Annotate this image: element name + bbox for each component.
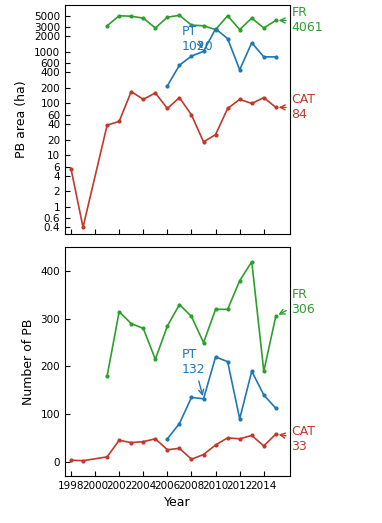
Y-axis label: PB area (ha): PB area (ha) (15, 81, 28, 158)
X-axis label: Year: Year (164, 496, 191, 509)
Text: FR
4061: FR 4061 (280, 6, 323, 35)
Text: PT
132: PT 132 (182, 348, 206, 395)
Y-axis label: Number of PB: Number of PB (22, 319, 35, 405)
Text: PT
1020: PT 1020 (182, 25, 214, 53)
Text: FR
306: FR 306 (280, 288, 315, 316)
Text: CAT
84: CAT 84 (280, 94, 316, 121)
Text: CAT
33: CAT 33 (280, 425, 316, 453)
